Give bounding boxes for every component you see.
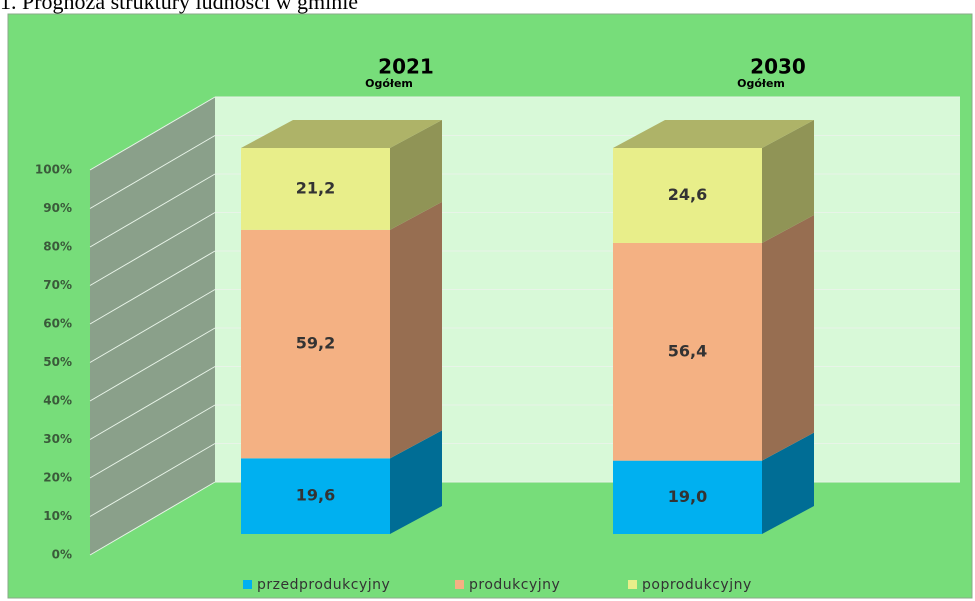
bar-side: [762, 214, 814, 461]
bar-top: [613, 120, 814, 148]
grid-line: [89, 443, 216, 517]
grid-line: [89, 173, 216, 248]
y-tick-label: 90%: [43, 201, 72, 215]
bar-side: [390, 201, 442, 459]
legend-swatch: [628, 580, 637, 589]
value-label: 24,6: [668, 185, 707, 204]
bar-side: [762, 432, 814, 534]
y-tick-label: 60%: [43, 317, 72, 331]
grid-line: [89, 366, 216, 440]
category-label: 2021: [378, 55, 434, 79]
y-tick-label: 30%: [43, 432, 72, 446]
bar: [241, 229, 390, 459]
category-sublabel: Ogółem: [365, 77, 413, 90]
value-label: 19,0: [668, 487, 707, 506]
y-tick-label: 0%: [52, 548, 72, 562]
grid-line: [89, 212, 216, 286]
grid-line: [89, 481, 216, 556]
bar: [613, 460, 762, 534]
legend-label: produkcyjny: [469, 577, 560, 593]
category-label: 2030: [750, 55, 806, 79]
grid-line: [89, 250, 216, 325]
bar: [613, 242, 762, 461]
bar-side: [762, 120, 814, 243]
bar-top: [241, 120, 442, 148]
category-sublabel: Ogółem: [737, 77, 785, 90]
bar: [613, 148, 762, 243]
grid-line: [89, 327, 216, 402]
y-tick-label: 80%: [43, 240, 72, 254]
y-tick-label: 100%: [35, 163, 72, 177]
value-label: 56,4: [668, 341, 707, 360]
value-label: 21,2: [296, 178, 335, 197]
bar-side: [390, 120, 442, 230]
legend-swatch: [455, 580, 464, 589]
y-tick-label: 70%: [43, 278, 72, 292]
value-label: 59,2: [296, 334, 335, 353]
grid-line: [89, 289, 216, 363]
grid-line: [89, 135, 216, 209]
y-tick-label: 10%: [43, 509, 72, 523]
value-label: 19,6: [296, 486, 335, 505]
bar: [241, 148, 390, 230]
chart-title: 1. Prognoza struktury ludności w gminie: [0, 0, 358, 14]
grid-line: [89, 404, 216, 479]
legend-swatch: [243, 580, 252, 589]
legend-label: poprodukcyjny: [642, 577, 752, 593]
bar-side: [390, 430, 442, 534]
grid-line: [89, 96, 216, 171]
bar: [241, 458, 390, 534]
legend-label: przedprodukcyjny: [257, 577, 390, 593]
y-tick-label: 50%: [43, 355, 72, 369]
y-tick-label: 40%: [43, 394, 72, 408]
y-tick-label: 20%: [43, 471, 72, 485]
